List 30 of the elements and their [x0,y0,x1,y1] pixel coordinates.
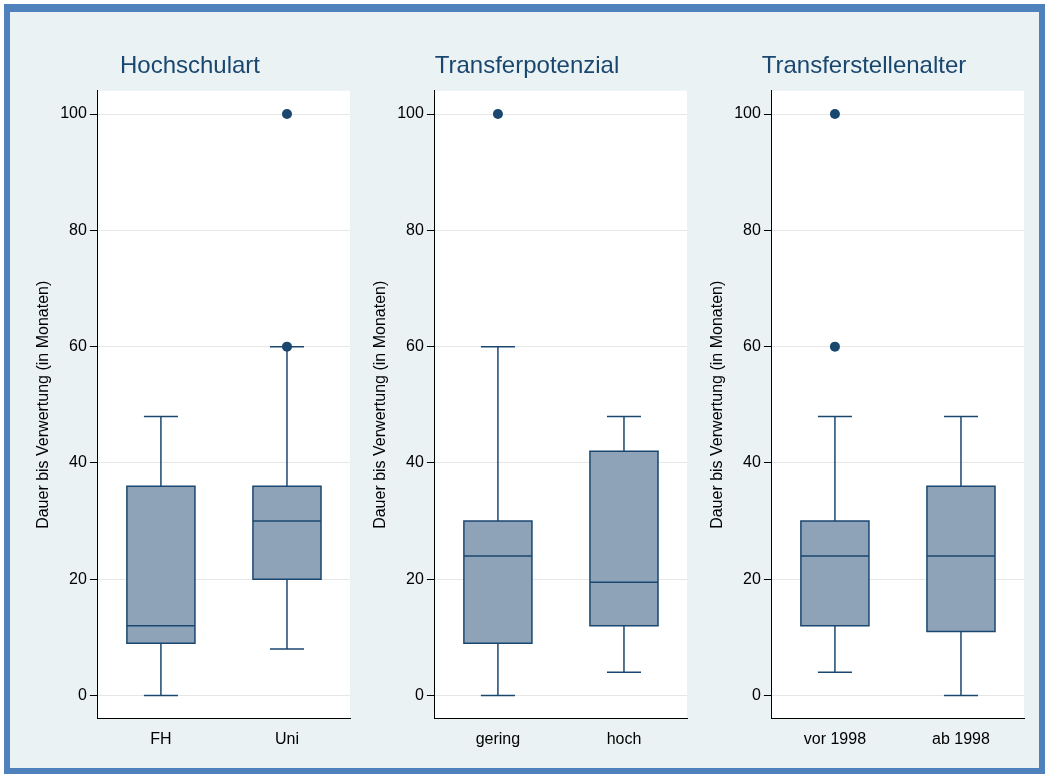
y-tick-label: 20 [406,569,424,587]
chart-title: Hochschulart [119,51,261,79]
x-tick-label: vor 1998 [803,729,867,747]
y-tick-label: 0 [414,685,424,703]
y-tick-label: 40 [406,453,424,471]
y-tick-label: 80 [743,220,761,238]
y-tick-label: 20 [69,569,87,587]
y-tick-label: 80 [406,220,424,238]
y-tick-label: 100 [734,104,761,122]
y-tick-label: 40 [69,453,87,471]
chart-title: Transferpotenzial [434,51,620,79]
y-tick-label: 60 [69,337,87,355]
x-tick-label: FH [150,729,172,747]
chart-title: Transferstellenalter [761,51,967,79]
x-tick-label: Uni [274,729,299,747]
y-tick-label: 20 [743,569,761,587]
x-tick-label: hoch [606,729,642,747]
y-tick-label: 100 [60,104,87,122]
y-axis-title: Dauer bis Verwertung (in Monaten) [34,280,52,529]
x-tick-label: ab 1998 [932,729,990,747]
y-tick-label: 100 [397,104,424,122]
y-tick-label: 60 [406,337,424,355]
y-tick-label: 40 [743,453,761,471]
y-tick-label: 80 [69,220,87,238]
x-tick-label: gering [475,729,521,747]
y-tick-label: 0 [77,685,87,703]
y-tick-label: 60 [743,337,761,355]
y-tick-label: 0 [751,685,761,703]
y-axis-title: Dauer bis Verwertung (in Monaten) [708,280,726,529]
y-axis-title: Dauer bis Verwertung (in Monaten) [371,280,389,529]
